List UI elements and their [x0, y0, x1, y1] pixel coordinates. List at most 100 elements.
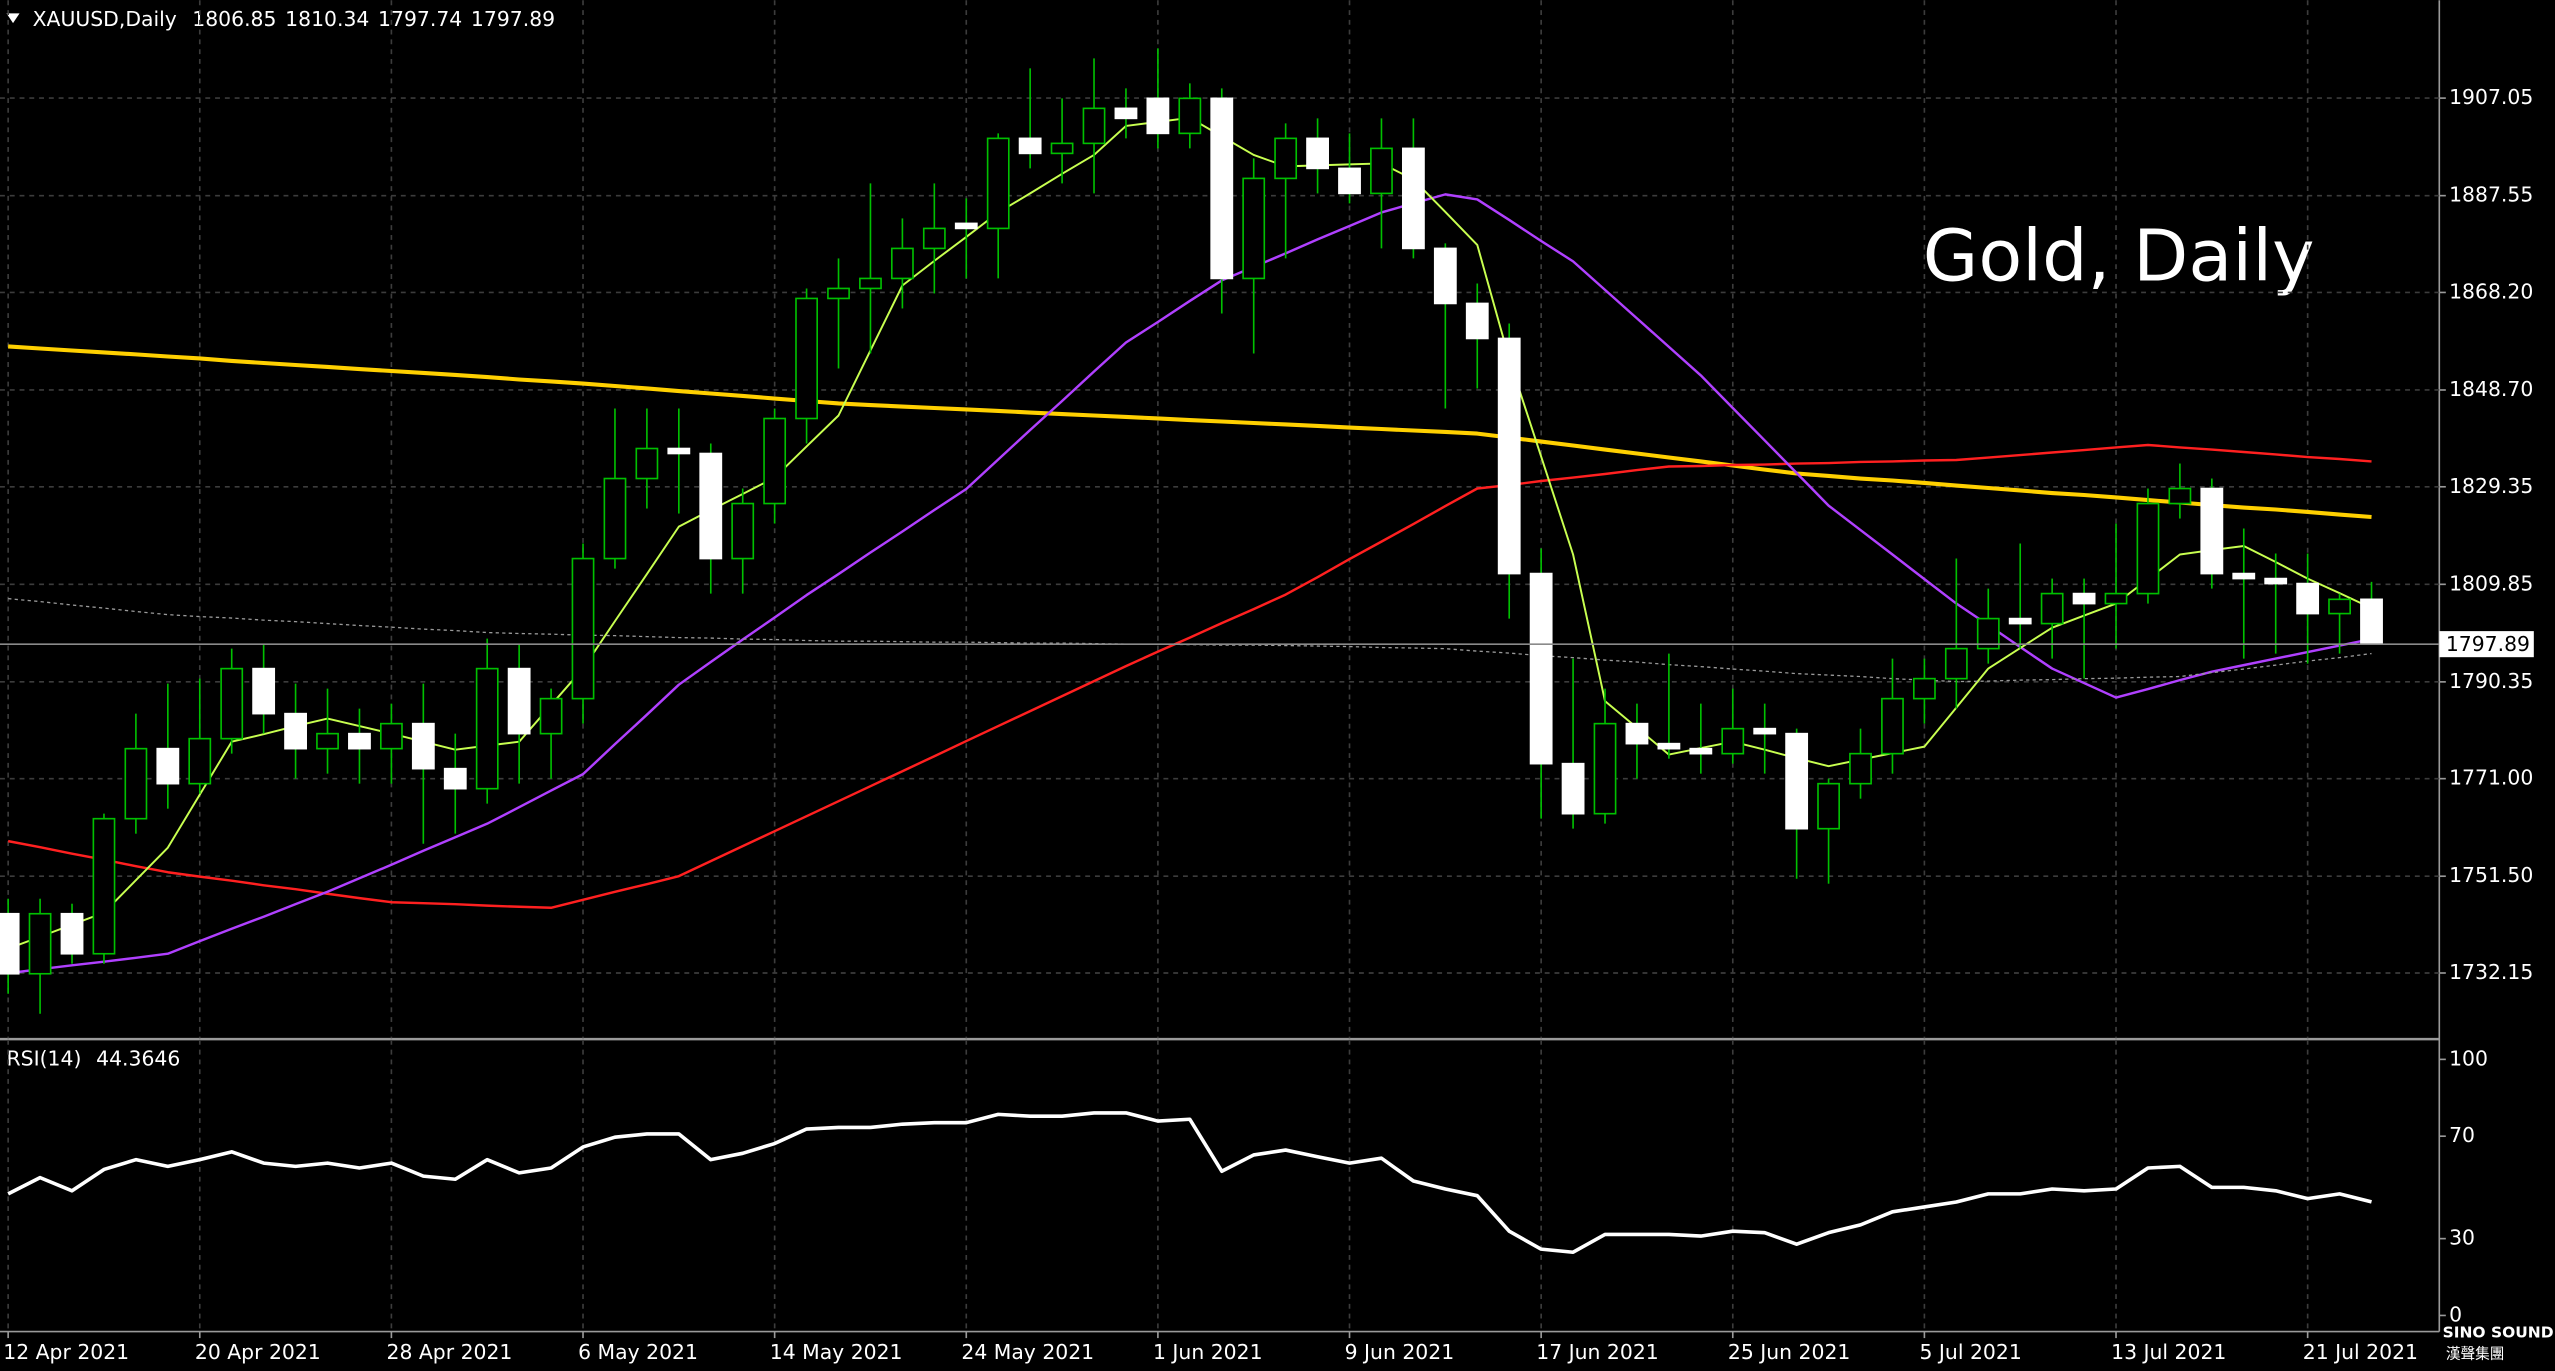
- current-price-label: 1797.89: [2446, 632, 2530, 656]
- x-tick-label: 21 Jul 2021: [2303, 1340, 2418, 1364]
- x-tick-label: 24 May 2021: [961, 1340, 1094, 1364]
- candle-body: [1817, 782, 1840, 830]
- candle: [475, 638, 499, 804]
- candle: [1210, 88, 1234, 314]
- candle-body: [156, 747, 180, 785]
- candle: [284, 683, 307, 779]
- candle-body: [1561, 762, 1585, 815]
- candle: [2168, 463, 2192, 519]
- candle: [699, 443, 723, 594]
- candle-body: [1593, 722, 1617, 815]
- candle-body: [1338, 167, 1361, 195]
- candle: [1817, 778, 1840, 884]
- candle: [220, 648, 244, 754]
- y-tick-label: 1809.85: [2449, 571, 2533, 595]
- candle: [667, 408, 691, 514]
- candle: [922, 183, 946, 294]
- candle: [603, 408, 627, 569]
- indicator-value: 44.3646: [96, 1046, 180, 1070]
- candle: [539, 688, 563, 779]
- candle: [0, 898, 20, 994]
- candle: [1561, 658, 1585, 829]
- candle-body: [379, 722, 403, 750]
- candle-body: [763, 417, 787, 505]
- candle: [2232, 528, 2256, 659]
- candle: [2104, 523, 2128, 649]
- x-tick-label: 1 Jun 2021: [1153, 1340, 1263, 1364]
- candle: [1274, 123, 1298, 259]
- candle: [1242, 158, 1266, 354]
- candle-body: [507, 667, 531, 735]
- candle-body: [124, 747, 148, 820]
- candle-body: [1401, 147, 1425, 250]
- logo-chinese: 漢聲集團: [2446, 1345, 2505, 1362]
- candle: [156, 683, 180, 809]
- candle-body: [1306, 137, 1329, 170]
- candle-body: [252, 667, 276, 715]
- x-tick-label: 13 Jul 2021: [2111, 1340, 2226, 1364]
- candle-body: [2232, 572, 2256, 580]
- candle: [2136, 488, 2160, 604]
- candle: [954, 198, 978, 279]
- candle: [571, 543, 595, 724]
- candle: [1721, 688, 1745, 764]
- candle-body: [2008, 617, 2032, 625]
- candle-body: [699, 452, 723, 560]
- candle: [763, 408, 787, 524]
- x-tick-label: 14 May 2021: [770, 1340, 903, 1364]
- candle: [316, 688, 339, 774]
- candle: [1465, 283, 1489, 389]
- candle: [1625, 703, 1649, 779]
- candle-body: [986, 137, 1010, 230]
- candle-body: [954, 222, 978, 230]
- candle-body: [731, 502, 755, 560]
- candle-body: [92, 817, 116, 955]
- candle: [1401, 118, 1425, 259]
- logo-name: SINO SOUND: [2443, 1324, 2554, 1342]
- candle: [2296, 553, 2320, 664]
- candle-body: [1274, 137, 1298, 180]
- candle-body: [2104, 592, 2128, 605]
- candle: [2328, 593, 2351, 654]
- candle-body: [1625, 722, 1649, 745]
- y-tick-label: 1732.15: [2449, 960, 2533, 984]
- candle: [1753, 703, 1777, 774]
- candle: [124, 713, 148, 834]
- candle-body: [2072, 592, 2096, 605]
- candle: [1306, 118, 1329, 194]
- candle-body: [220, 667, 244, 740]
- candle-body: [1114, 107, 1138, 120]
- candle-body: [1657, 742, 1681, 750]
- candle-body: [1050, 142, 1074, 155]
- x-tick-label: 28 Apr 2021: [387, 1340, 513, 1364]
- candle-body: [1433, 247, 1457, 305]
- candle-body: [571, 557, 595, 700]
- candle-body: [2136, 502, 2160, 595]
- candle-body: [188, 737, 212, 785]
- ohlc-value: 1797.89: [471, 7, 555, 31]
- candle: [443, 733, 467, 834]
- x-tick-label: 6 May 2021: [578, 1340, 698, 1364]
- y-tick-label: 1771.00: [2449, 766, 2533, 790]
- candle: [92, 813, 116, 964]
- rsi-tick-label: 100: [2449, 1046, 2488, 1070]
- y-tick-label: 1790.35: [2449, 669, 2533, 693]
- candle-body: [1849, 752, 1872, 785]
- candle-body: [2200, 487, 2224, 575]
- candle-body: [1881, 697, 1904, 755]
- x-tick-label: 5 Jul 2021: [1920, 1340, 2022, 1364]
- candle-body: [795, 297, 818, 420]
- candle: [1338, 133, 1361, 204]
- collapse-icon: [6, 13, 20, 24]
- candle: [890, 218, 914, 309]
- candle-body: [316, 732, 339, 750]
- candle-body: [1082, 107, 1106, 145]
- candle: [1433, 243, 1457, 409]
- candle: [1529, 548, 1553, 819]
- candle-body: [922, 227, 946, 250]
- candle-body: [667, 447, 691, 455]
- candle: [1082, 58, 1106, 194]
- candle: [2200, 478, 2224, 589]
